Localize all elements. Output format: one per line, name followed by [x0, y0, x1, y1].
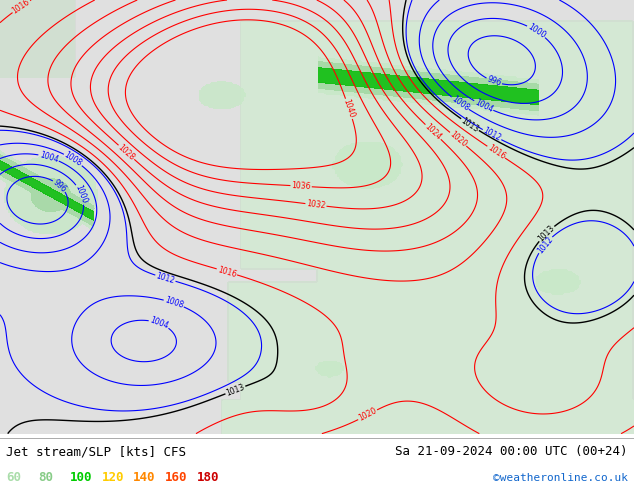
Text: 1000: 1000: [74, 184, 89, 205]
Text: 1040: 1040: [342, 98, 356, 120]
Text: 120: 120: [101, 471, 124, 484]
Text: 1028: 1028: [116, 143, 136, 162]
Text: 1008: 1008: [63, 150, 84, 169]
Text: 80: 80: [38, 471, 53, 484]
Text: 1012: 1012: [155, 271, 176, 285]
Text: 160: 160: [165, 471, 187, 484]
Text: 60: 60: [6, 471, 22, 484]
Text: ©weatheronline.co.uk: ©weatheronline.co.uk: [493, 472, 628, 483]
Text: 1016: 1016: [216, 265, 237, 279]
Text: 1036: 1036: [291, 181, 311, 191]
Polygon shape: [0, 0, 634, 434]
Text: 140: 140: [133, 471, 155, 484]
Text: 1004: 1004: [148, 316, 170, 331]
Text: 1008: 1008: [450, 94, 470, 113]
Text: 1000: 1000: [526, 22, 547, 40]
Text: 1004: 1004: [473, 98, 495, 114]
Text: Sa 21-09-2024 00:00 UTC (00+24): Sa 21-09-2024 00:00 UTC (00+24): [395, 445, 628, 458]
Text: 1012: 1012: [481, 126, 503, 143]
Text: 1008: 1008: [164, 296, 184, 311]
Text: 1004: 1004: [38, 150, 60, 165]
Text: 996: 996: [51, 177, 68, 194]
Text: 1013: 1013: [460, 116, 481, 134]
Text: 1020: 1020: [448, 130, 469, 149]
Text: 1032: 1032: [306, 199, 326, 211]
Text: 1013: 1013: [536, 223, 557, 244]
Text: 996: 996: [486, 75, 503, 88]
Text: 1020: 1020: [357, 406, 378, 423]
Text: 1013: 1013: [225, 382, 246, 398]
Text: 1024: 1024: [423, 122, 443, 142]
Text: 1016: 1016: [11, 0, 32, 16]
Text: 1012: 1012: [535, 234, 555, 255]
Text: 1016: 1016: [486, 143, 507, 161]
Text: 100: 100: [70, 471, 92, 484]
Text: Jet stream/SLP [kts] CFS: Jet stream/SLP [kts] CFS: [6, 445, 186, 458]
Text: 180: 180: [197, 471, 219, 484]
